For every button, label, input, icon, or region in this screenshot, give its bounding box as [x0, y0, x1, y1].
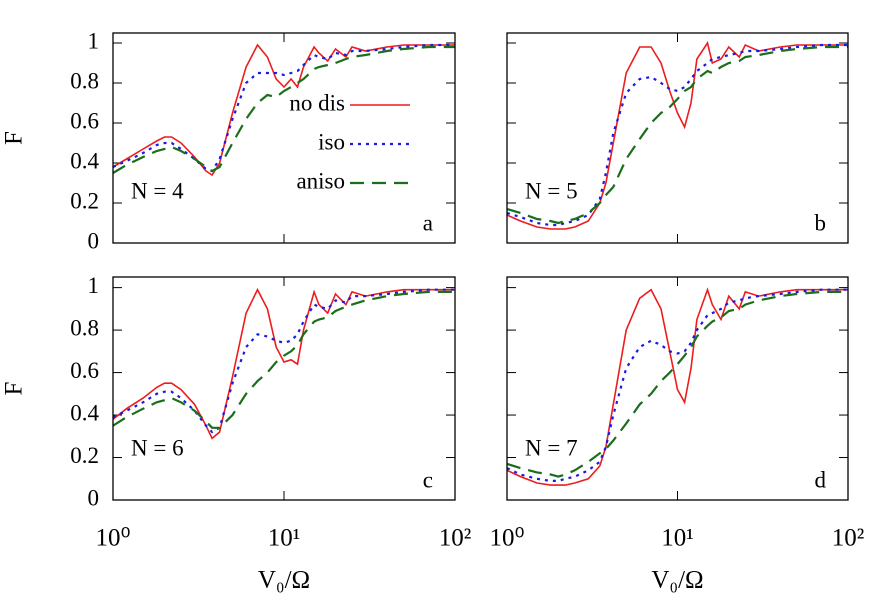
panel-letter: c [423, 467, 433, 492]
panel-letter: a [423, 210, 433, 235]
panel-letter: d [815, 467, 827, 492]
series-line [506, 288, 848, 482]
x-axis-label: V₀/Ω [651, 567, 703, 594]
legend-label: iso [318, 129, 345, 154]
y-tick-label: 1 [88, 273, 100, 298]
plot-frame [112, 32, 456, 244]
series-line [112, 43, 455, 177]
y-tick-label: 0.2 [70, 443, 99, 468]
y-tick-label: 0.8 [70, 68, 99, 93]
legend-label: aniso [296, 168, 345, 193]
y-tick-label: 0.4 [70, 148, 99, 173]
legend-label: no dis [289, 90, 345, 115]
series-line [112, 45, 455, 174]
plot-frame [506, 276, 849, 501]
panel-label: N = 6 [131, 435, 184, 460]
panel-letter: b [815, 210, 827, 235]
plot-frame [112, 276, 456, 501]
y-tick-label: 0.2 [70, 188, 99, 213]
series-line [112, 290, 455, 429]
y-tick-label: 0.8 [70, 315, 99, 340]
y-tick-label: 0.6 [70, 108, 99, 133]
series-line [506, 45, 848, 225]
y-axis-label: F [1, 382, 28, 396]
x-axis-label: V₀/Ω [258, 567, 310, 594]
panel-label: N = 5 [525, 178, 578, 203]
y-tick-label: 0 [88, 228, 100, 253]
y-tick-label: 0 [88, 485, 100, 510]
y-tick-label: 1 [88, 28, 100, 53]
y-tick-label: 0.4 [70, 400, 99, 425]
x-tick-label: 10⁰ [95, 525, 130, 552]
series-line [112, 287, 455, 440]
series-line [506, 41, 848, 230]
x-tick-label: 10⁰ [489, 525, 524, 552]
x-tick-label: 10² [832, 525, 865, 552]
x-tick-label: 10¹ [661, 525, 694, 552]
x-tick-label: 10² [439, 525, 472, 552]
x-tick-label: 10¹ [268, 525, 301, 552]
y-tick-label: 0.6 [70, 358, 99, 383]
series-line [112, 288, 455, 434]
series-line [506, 290, 848, 478]
plot-frame [506, 32, 849, 244]
y-axis-label: F [1, 131, 28, 145]
panel-label: N = 7 [525, 435, 578, 460]
series-line [112, 43, 455, 173]
panel-label: N = 4 [131, 178, 184, 203]
